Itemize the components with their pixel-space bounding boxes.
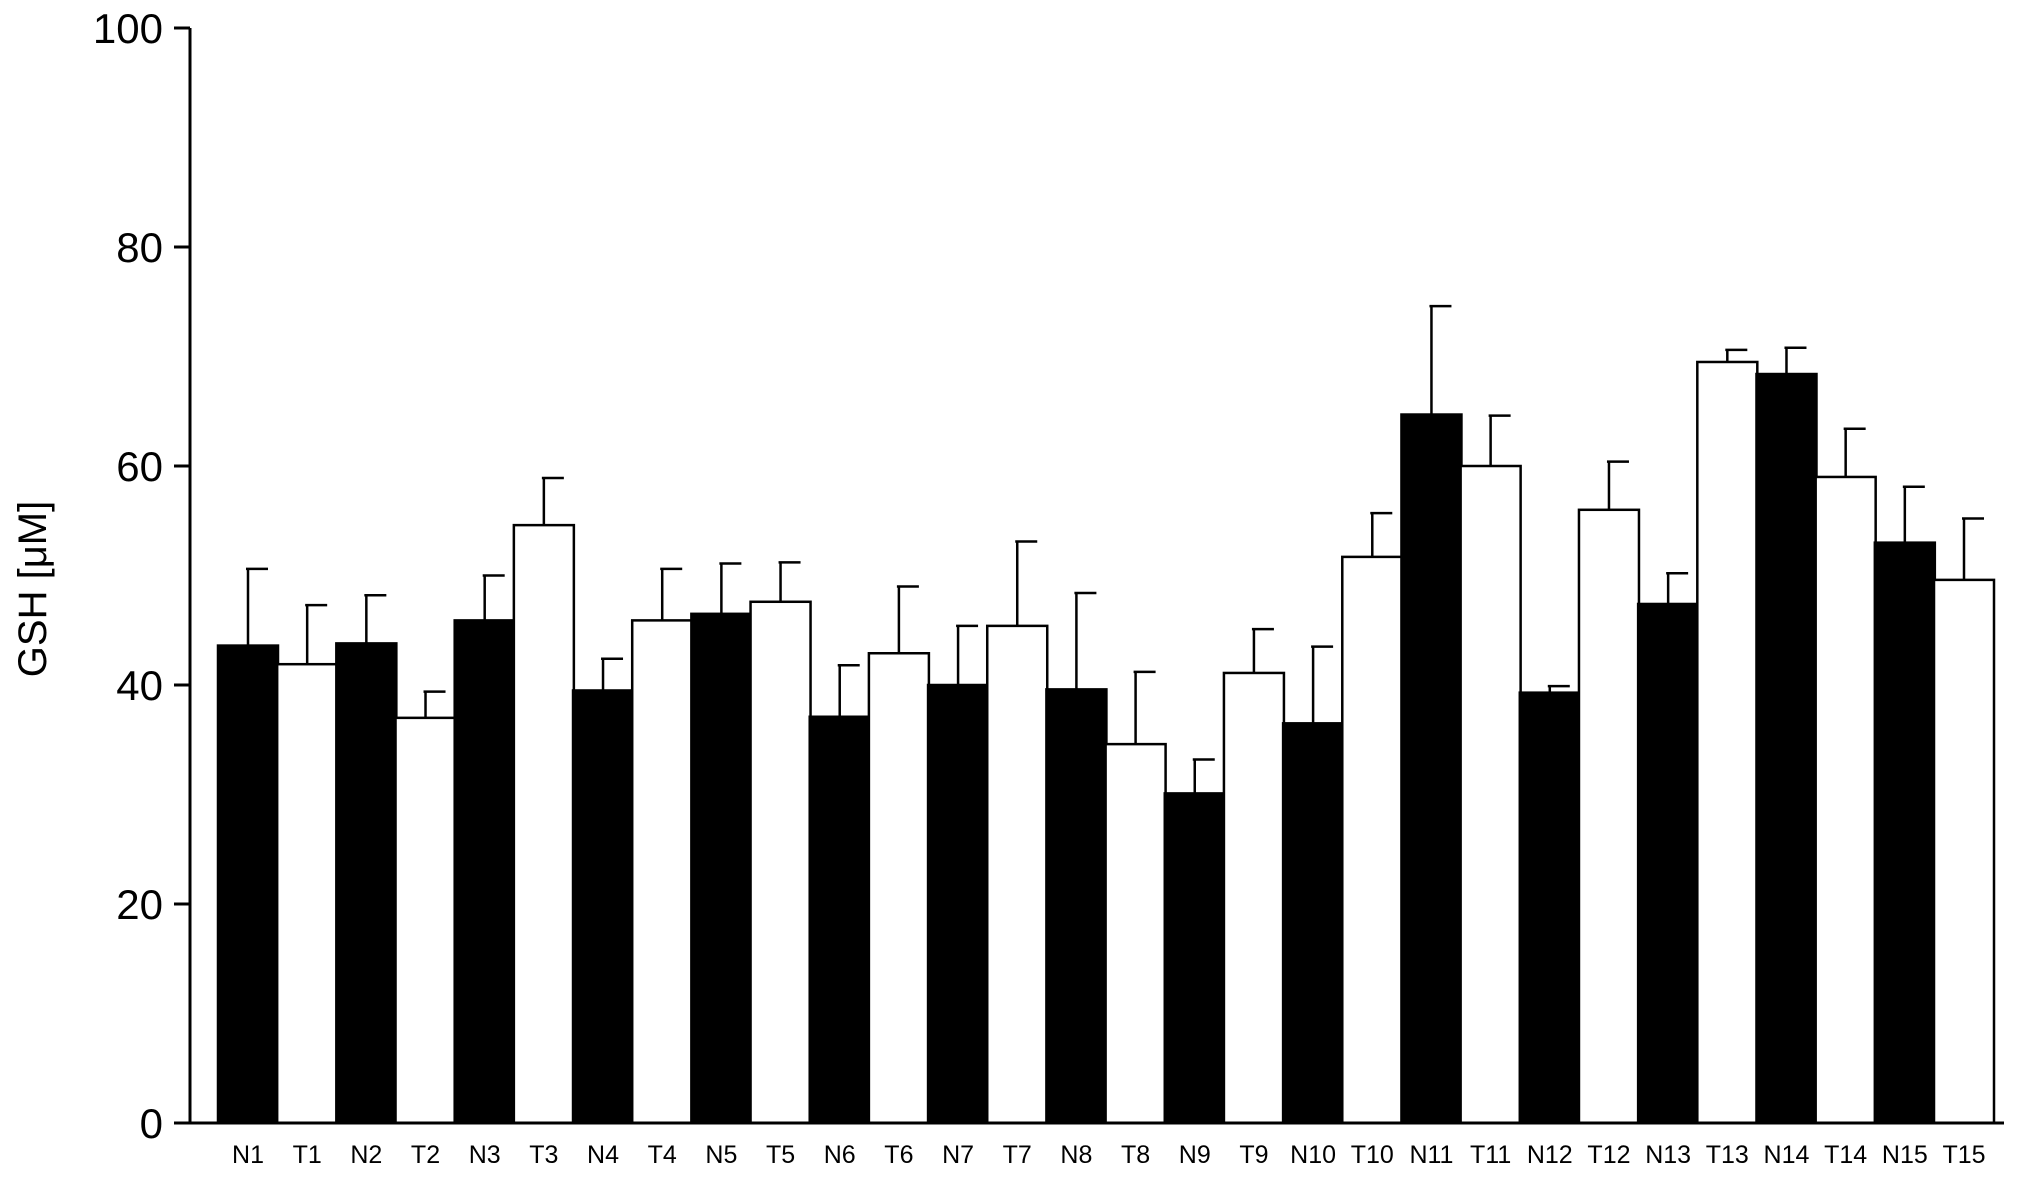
bar-n1: [216, 644, 280, 1125]
y-tick-label-100: 100: [93, 5, 163, 52]
bar-t13: [1696, 360, 1759, 1125]
bar-n13: [1636, 602, 1700, 1125]
x-tick-label-n5: N5: [705, 1141, 737, 1169]
x-tick-label-n7: N7: [942, 1141, 974, 1169]
bar-n15: [1873, 541, 1937, 1125]
axes-layer: [174, 26, 2004, 1125]
y-tick-label-0: 0: [140, 1100, 163, 1147]
bar-t10: [1341, 555, 1404, 1125]
x-tick-label-n4: N4: [587, 1141, 619, 1169]
bar-n6: [808, 715, 871, 1125]
bar-n14: [1755, 372, 1818, 1125]
x-tick-label-n10: N10: [1290, 1141, 1336, 1169]
x-tick-label-n3: N3: [469, 1141, 501, 1169]
x-tick-label-n12: N12: [1527, 1141, 1573, 1169]
bar-t15: [1932, 578, 1996, 1125]
bar-n8: [1045, 688, 1108, 1125]
bar-t2: [394, 716, 457, 1125]
bar-n3: [453, 619, 516, 1125]
x-tick-label-t10: T10: [1351, 1141, 1394, 1169]
bar-n11: [1400, 413, 1463, 1125]
bar-t14: [1814, 475, 1877, 1125]
y-tick-label-20: 20: [116, 881, 163, 928]
x-tick-label-n11: N11: [1409, 1141, 1453, 1169]
x-tick-label-t8: T8: [1121, 1141, 1150, 1169]
x-tick-label-t5: T5: [766, 1141, 795, 1169]
bar-n7: [926, 683, 990, 1125]
x-tick-label-t7: T7: [1003, 1141, 1032, 1169]
y-tick-label-80: 80: [116, 224, 163, 271]
x-tick-label-n8: N8: [1060, 1141, 1092, 1169]
y-tick-label-60: 60: [116, 443, 163, 490]
x-tick-label-n14: N14: [1764, 1141, 1810, 1169]
bar-t8: [1104, 742, 1167, 1125]
y-axis-title: GSH [μM]: [11, 501, 55, 677]
bar-n4: [571, 689, 635, 1125]
bar-t1: [275, 662, 339, 1125]
x-tick-label-t2: T2: [411, 1141, 440, 1169]
labels-layer: N1 T1 N2 T2 N3 T3 N4 T4 N5 T5 N6 T6 N7 T7 N8 T8 N9 T9 N10 T…: [93, 5, 1986, 1169]
bar-t4: [630, 619, 694, 1125]
bar-t3: [512, 523, 576, 1125]
x-tick-label-n15: N15: [1882, 1141, 1928, 1169]
x-tick-label-n13: N13: [1645, 1141, 1691, 1169]
bar-t12: [1577, 508, 1641, 1125]
bar-t9: [1222, 671, 1286, 1125]
error-bars-layer: [246, 304, 1984, 794]
x-tick-label-t9: T9: [1239, 1141, 1268, 1169]
x-tick-label-t11: T11: [1470, 1141, 1511, 1169]
bar-n12: [1518, 691, 1582, 1125]
x-tick-label-t4: T4: [648, 1141, 677, 1169]
bar-t6: [867, 652, 931, 1125]
bar-n10: [1281, 722, 1345, 1125]
bar-t7: [985, 624, 1049, 1125]
bar-n2: [335, 642, 398, 1125]
y-tick-label-40: 40: [116, 662, 163, 709]
x-tick-label-t6: T6: [884, 1141, 913, 1169]
bar-t11: [1459, 464, 1522, 1125]
bars-layer: [216, 360, 1996, 1125]
x-tick-label-t3: T3: [529, 1141, 558, 1169]
bar-n9: [1163, 792, 1227, 1125]
bar-t5: [749, 600, 812, 1125]
x-tick-label-t14: T14: [1824, 1141, 1867, 1169]
x-tick-label-n9: N9: [1179, 1141, 1211, 1169]
x-tick-label-n2: N2: [350, 1141, 382, 1169]
x-tick-label-n1: N1: [232, 1141, 264, 1169]
x-tick-label-t12: T12: [1587, 1141, 1630, 1169]
x-tick-label-n6: N6: [824, 1141, 856, 1169]
x-tick-label-t15: T15: [1942, 1141, 1985, 1169]
x-tick-label-t13: T13: [1706, 1141, 1749, 1169]
x-tick-label-t1: T1: [293, 1141, 322, 1169]
bar-n5: [690, 612, 753, 1125]
